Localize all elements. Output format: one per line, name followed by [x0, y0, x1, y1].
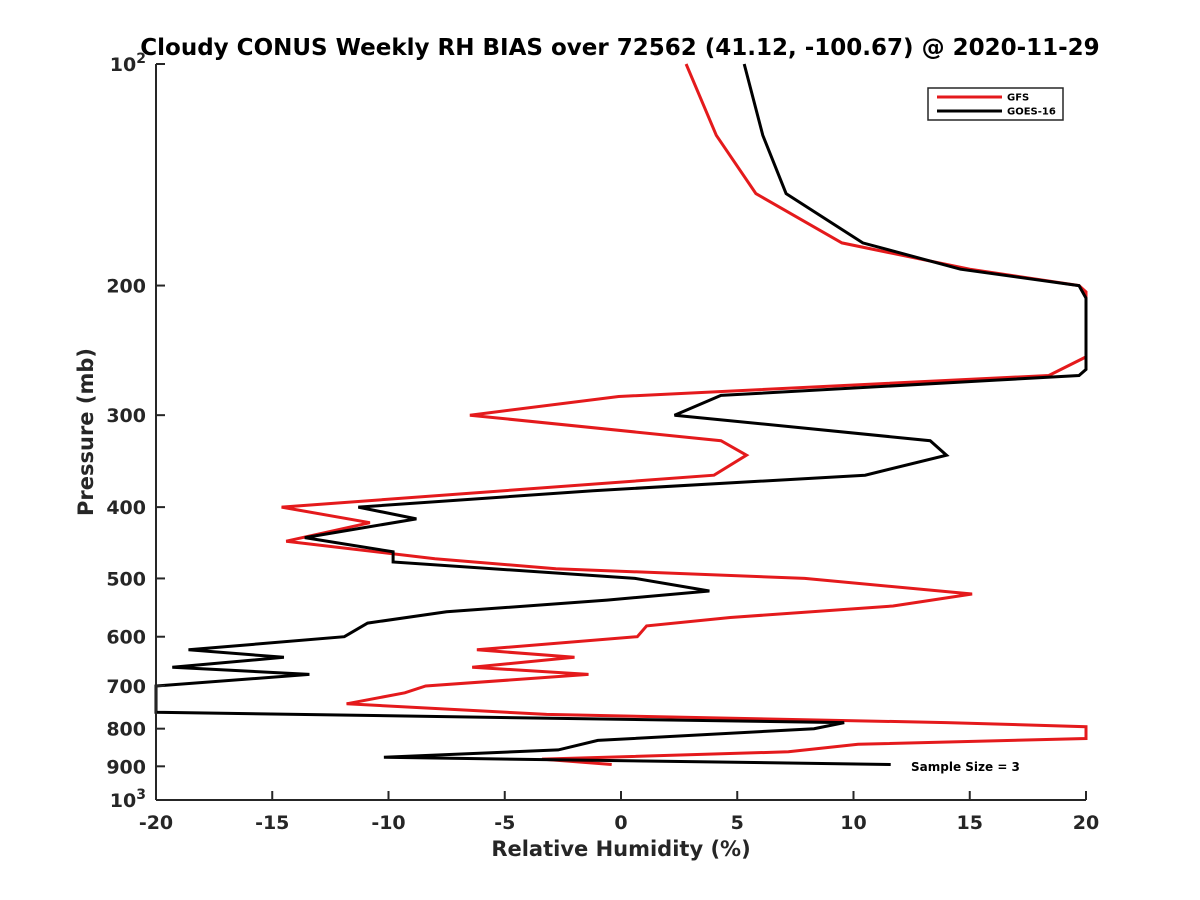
y-tick-label: 300: [106, 405, 146, 427]
x-tick-label: -10: [371, 812, 405, 834]
y-tick-label: 600: [106, 627, 146, 649]
chart-title: Cloudy CONUS Weekly RH BIAS over 72562 (…: [140, 35, 1099, 61]
y-tick-label: 700: [106, 676, 146, 698]
x-ticks: -20 -15 -10 -5 0 5 10 15 20: [139, 791, 1099, 834]
x-tick-label: 0: [614, 812, 627, 834]
series-layer: [154, 63, 1088, 766]
y-tick-label: 103: [110, 787, 146, 812]
y-tick-label: 200: [106, 276, 146, 298]
x-tick-label: -20: [139, 812, 173, 834]
x-tick-label: -5: [494, 812, 515, 834]
legend-label-gfs: GFS: [1007, 93, 1029, 104]
series-line-gfs: [281, 63, 1088, 766]
y-tick-label: 102: [110, 51, 146, 76]
series-line-goes-16: [154, 63, 1088, 766]
x-axis-label: Relative Humidity (%): [491, 837, 750, 861]
legend-items: GFS GOES-16: [937, 93, 1056, 118]
x-tick-label: 15: [957, 812, 983, 834]
legend-label-goes-16: GOES-16: [1007, 107, 1056, 118]
x-tick-label: 20: [1073, 812, 1099, 834]
y-ticks: 102 200 300 400 500 600 700 800 900 103: [106, 51, 165, 812]
sample-size-annotation: Sample Size = 3: [911, 760, 1020, 774]
y-tick-label: 400: [106, 497, 146, 519]
y-tick-label: 900: [106, 756, 146, 778]
y-axis-label: Pressure (mb): [74, 348, 98, 516]
y-tick-label: 500: [106, 568, 146, 590]
legend: GFS GOES-16: [927, 87, 1064, 121]
y-tick-label: 800: [106, 719, 146, 741]
x-tick-label: 5: [731, 812, 744, 834]
legend-box: [927, 87, 1064, 121]
x-tick-label: -15: [255, 812, 289, 834]
x-tick-label: 10: [840, 812, 866, 834]
